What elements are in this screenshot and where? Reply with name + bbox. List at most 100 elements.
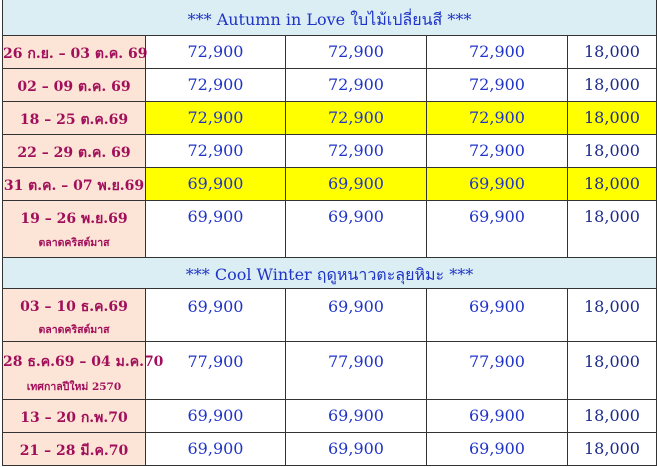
price-cell: 69,900 bbox=[285, 400, 426, 432]
price-cell: 18,000 bbox=[567, 135, 656, 167]
price-cell: 69,900 bbox=[145, 201, 285, 257]
price-value: 18,000 bbox=[584, 439, 640, 458]
price-cell: 72,900 bbox=[285, 36, 426, 68]
date-range: 18 – 25 ต.ค.69 bbox=[19, 112, 129, 128]
section-header-autumn: *** Autumn in Love ใบไม้เปลี่ยนสี *** bbox=[3, 0, 656, 36]
price-value: 77,900 bbox=[469, 352, 525, 371]
price-value: 72,900 bbox=[187, 141, 244, 160]
price-cell: 69,900 bbox=[426, 400, 567, 432]
section-title: *** Autumn in Love ใบไม้เปลี่ยนสี *** bbox=[187, 10, 472, 29]
price-cell: 69,900 bbox=[285, 201, 426, 257]
price-value: 69,900 bbox=[187, 174, 244, 193]
price-value: 69,900 bbox=[187, 297, 244, 316]
price-cell: 18,000 bbox=[567, 36, 656, 68]
price-value: 69,900 bbox=[328, 406, 384, 425]
price-value: 72,900 bbox=[187, 75, 244, 94]
price-cell: 72,900 bbox=[145, 102, 285, 134]
date-cell: 26 ก.ย. – 03 ต.ค. 69 bbox=[3, 36, 148, 68]
price-value: 72,900 bbox=[469, 42, 525, 61]
date-cell: 22 – 29 ต.ค. 69 bbox=[3, 135, 145, 167]
table-row: 21 – 28 มี.ค.70 69,900 69,900 69,900 18,… bbox=[3, 433, 656, 466]
event-note: เทศกาลปีใหม่ 2570 bbox=[26, 381, 122, 393]
date-cell: 21 – 28 มี.ค.70 bbox=[3, 433, 145, 465]
date-cell: 13 – 20 ก.พ.70 bbox=[3, 400, 145, 432]
price-cell: 72,900 bbox=[145, 69, 285, 101]
section-title: *** Cool Winter ฤดูหนาวตะลุยหิมะ *** bbox=[185, 265, 474, 284]
price-value: 69,900 bbox=[328, 207, 384, 226]
price-cell: 69,900 bbox=[145, 433, 285, 465]
price-value: 18,000 bbox=[584, 207, 640, 226]
date-cell: 28 ธ.ค.69 – 04 ม.ค.70 เทศกาลปีใหม่ 2570 bbox=[3, 342, 164, 399]
price-value: 72,900 bbox=[187, 42, 244, 61]
date-range: 22 – 29 ต.ค. 69 bbox=[17, 145, 131, 161]
price-cell: 69,900 bbox=[426, 168, 567, 200]
table-row: 28 ธ.ค.69 – 04 ม.ค.70 เทศกาลปีใหม่ 2570 … bbox=[3, 342, 656, 400]
price-cell: 72,900 bbox=[145, 135, 285, 167]
price-cell: 18,000 bbox=[567, 102, 656, 134]
price-cell: 72,900 bbox=[285, 102, 426, 134]
price-value: 72,900 bbox=[469, 75, 525, 94]
price-cell: 18,000 bbox=[567, 168, 656, 200]
price-cell: 72,900 bbox=[145, 36, 285, 68]
section-header-winter: *** Cool Winter ฤดูหนาวตะลุยหิมะ *** bbox=[3, 258, 656, 289]
price-cell: 69,900 bbox=[285, 168, 426, 200]
date-range: 28 ธ.ค.69 – 04 ม.ค.70 bbox=[3, 354, 164, 370]
price-value: 72,900 bbox=[328, 108, 384, 127]
price-cell: 72,900 bbox=[426, 135, 567, 167]
price-cell: 18,000 bbox=[567, 201, 656, 257]
price-cell: 69,900 bbox=[145, 289, 285, 341]
date-range: 31 ต.ค. – 07 พ.ย.69 bbox=[3, 178, 145, 194]
date-cell: 19 – 26 พ.ย.69 ตลาดคริสต์มาส bbox=[3, 201, 145, 257]
price-value: 18,000 bbox=[584, 108, 640, 127]
price-value: 18,000 bbox=[584, 75, 640, 94]
price-value: 69,900 bbox=[328, 297, 384, 316]
date-cell: 31 ต.ค. – 07 พ.ย.69 bbox=[3, 168, 145, 200]
table-row: 13 – 20 ก.พ.70 69,900 69,900 69,900 18,0… bbox=[3, 400, 656, 433]
price-value: 72,900 bbox=[187, 108, 244, 127]
price-cell: 69,900 bbox=[285, 433, 426, 465]
price-value: 69,900 bbox=[328, 439, 384, 458]
price-cell: 72,900 bbox=[285, 69, 426, 101]
price-value: 18,000 bbox=[584, 352, 640, 371]
price-cell: 69,900 bbox=[145, 168, 285, 200]
price-value: 69,900 bbox=[328, 174, 384, 193]
date-range: 26 ก.ย. – 03 ต.ค. 69 bbox=[3, 46, 148, 62]
date-cell: 03 – 10 ธ.ค.69 ตลาดคริสต์มาส bbox=[3, 289, 145, 341]
table-row: 22 – 29 ต.ค. 69 72,900 72,900 72,900 18,… bbox=[3, 135, 656, 168]
price-value: 72,900 bbox=[328, 141, 384, 160]
date-range: 21 – 28 มี.ค.70 bbox=[19, 443, 129, 459]
date-cell: 02 – 09 ต.ค. 69 bbox=[3, 69, 145, 101]
price-cell: 69,900 bbox=[285, 289, 426, 341]
price-cell: 77,900 bbox=[426, 342, 567, 399]
price-value: 77,900 bbox=[328, 352, 384, 371]
price-value: 69,900 bbox=[187, 406, 244, 425]
price-value: 69,900 bbox=[187, 207, 244, 226]
price-value: 18,000 bbox=[584, 42, 640, 61]
price-value: 69,900 bbox=[469, 439, 525, 458]
table-row: 31 ต.ค. – 07 พ.ย.69 69,900 69,900 69,900… bbox=[3, 168, 656, 201]
price-value: 72,900 bbox=[328, 42, 384, 61]
price-cell: 18,000 bbox=[567, 289, 656, 341]
date-range: 13 – 20 ก.พ.70 bbox=[20, 410, 128, 426]
table-row: 03 – 10 ธ.ค.69 ตลาดคริสต์มาส 69,900 69,9… bbox=[3, 289, 656, 342]
price-cell: 69,900 bbox=[145, 400, 285, 432]
price-cell: 72,900 bbox=[285, 135, 426, 167]
price-cell: 18,000 bbox=[567, 69, 656, 101]
price-value: 18,000 bbox=[584, 141, 640, 160]
price-cell: 18,000 bbox=[567, 433, 656, 465]
price-value: 18,000 bbox=[584, 406, 640, 425]
price-value: 18,000 bbox=[584, 174, 640, 193]
price-cell: 77,900 bbox=[145, 342, 285, 399]
date-range: 19 – 26 พ.ย.69 bbox=[20, 211, 128, 227]
price-value: 69,900 bbox=[469, 406, 525, 425]
event-note: ตลาดคริสต์มาส bbox=[38, 237, 110, 249]
table-row: 02 – 09 ต.ค. 69 72,900 72,900 72,900 18,… bbox=[3, 69, 656, 102]
event-note: ตลาดคริสต์มาส bbox=[38, 324, 110, 336]
table-row: 26 ก.ย. – 03 ต.ค. 69 72,900 72,900 72,90… bbox=[3, 36, 656, 69]
price-value: 72,900 bbox=[328, 75, 384, 94]
price-value: 77,900 bbox=[187, 352, 244, 371]
date-range: 03 – 10 ธ.ค.69 bbox=[20, 299, 128, 315]
price-cell: 18,000 bbox=[567, 342, 656, 399]
date-range: 02 – 09 ต.ค. 69 bbox=[17, 79, 131, 95]
price-cell: 69,900 bbox=[426, 433, 567, 465]
